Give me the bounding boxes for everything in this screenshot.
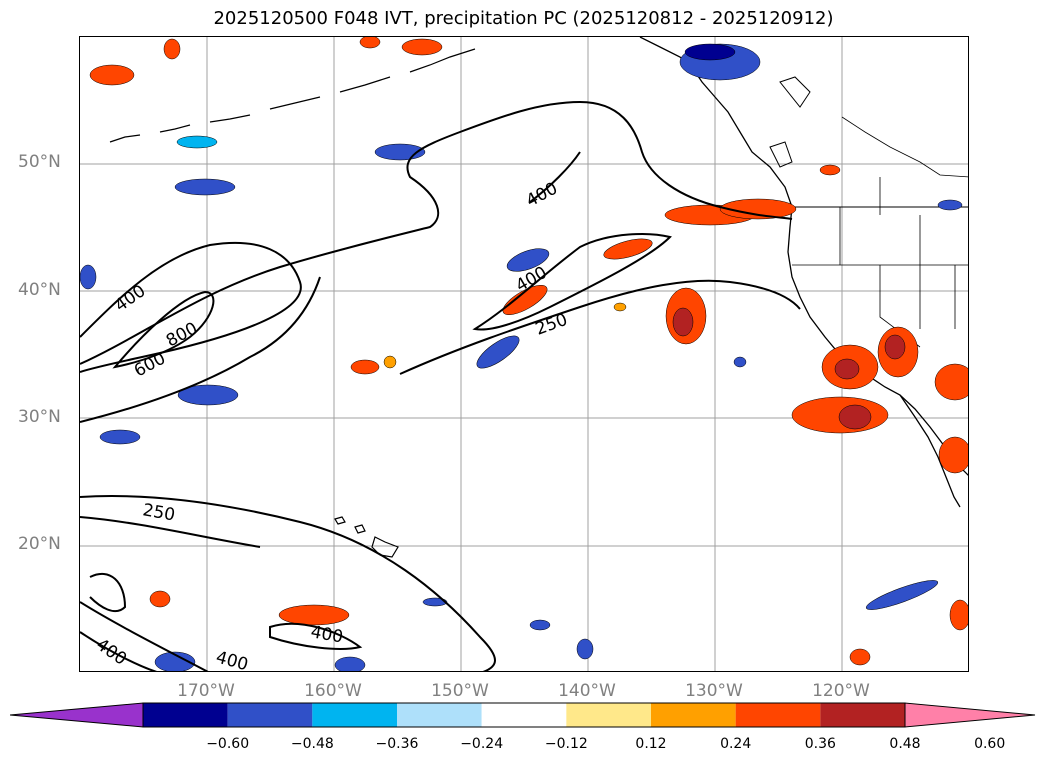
colorbar-tick-label: 0.36 [804, 736, 836, 752]
hawaii-islands [334, 516, 399, 558]
colorbar-cell [312, 703, 397, 727]
colorbar-cell [227, 703, 313, 727]
colorbar-cell [481, 703, 567, 727]
contour-label: 400 [92, 635, 130, 670]
contour-label: 800 [163, 319, 201, 352]
lon-label-150w: 150°W [431, 681, 489, 701]
contour-label: 250 [533, 310, 570, 340]
colorbar-tick-label: 0.24 [720, 736, 752, 752]
lat-label-20n: 20°N [18, 534, 61, 554]
colorbar-cell [143, 703, 228, 727]
map-title: 2025120500 F048 IVT, precipitation PC (2… [213, 8, 834, 29]
aleutian-islands [109, 48, 476, 143]
colorbar-tick-label: −0.60 [206, 736, 250, 752]
colorbar-tick-label: −0.48 [290, 736, 334, 752]
colorbar-cell [651, 703, 736, 727]
colorbar-tick-label: −0.36 [375, 736, 419, 752]
lat-label-50n: 50°N [18, 152, 61, 172]
graticule [80, 37, 968, 671]
colorbar-cell [820, 703, 905, 727]
colorbar-tick-label: 0.48 [889, 736, 921, 752]
contour-label: 400 [523, 179, 561, 212]
precip-positive-shading [89, 37, 968, 666]
map-panel: 400 800 600 400 400 250 250 400 400 400 [79, 36, 969, 672]
colorbar [10, 702, 1036, 728]
colorbar-tick-label: −0.12 [544, 736, 588, 752]
lon-label-170w: 170°W [177, 681, 235, 701]
colorbar-tick-label: −0.24 [460, 736, 504, 752]
lon-label-120w: 120°W [812, 681, 870, 701]
contour-label: 250 [141, 500, 176, 525]
colorbar-cell [735, 703, 821, 727]
lat-label-40n: 40°N [18, 280, 61, 300]
lat-label-30n: 30°N [18, 407, 61, 427]
lon-label-130w: 130°W [685, 681, 743, 701]
colorbar-tick-label: 0.60 [974, 736, 1006, 752]
colorbar-extend-low [10, 702, 144, 728]
contour-label: 400 [309, 622, 344, 647]
colorbar-outline [142, 702, 906, 728]
colorbar-extend-high [904, 702, 1036, 728]
colorbar-cell [397, 703, 482, 727]
coastline [639, 37, 968, 508]
colorbar-cell [566, 703, 651, 727]
contour-label: 600 [131, 349, 169, 382]
contour-label: 400 [111, 281, 149, 316]
lon-label-140w: 140°W [558, 681, 616, 701]
colorbar-tick-label: 0.12 [635, 736, 667, 752]
ivt-contours [80, 100, 801, 671]
lon-label-160w: 160°W [304, 681, 362, 701]
contour-label: 400 [214, 648, 251, 672]
